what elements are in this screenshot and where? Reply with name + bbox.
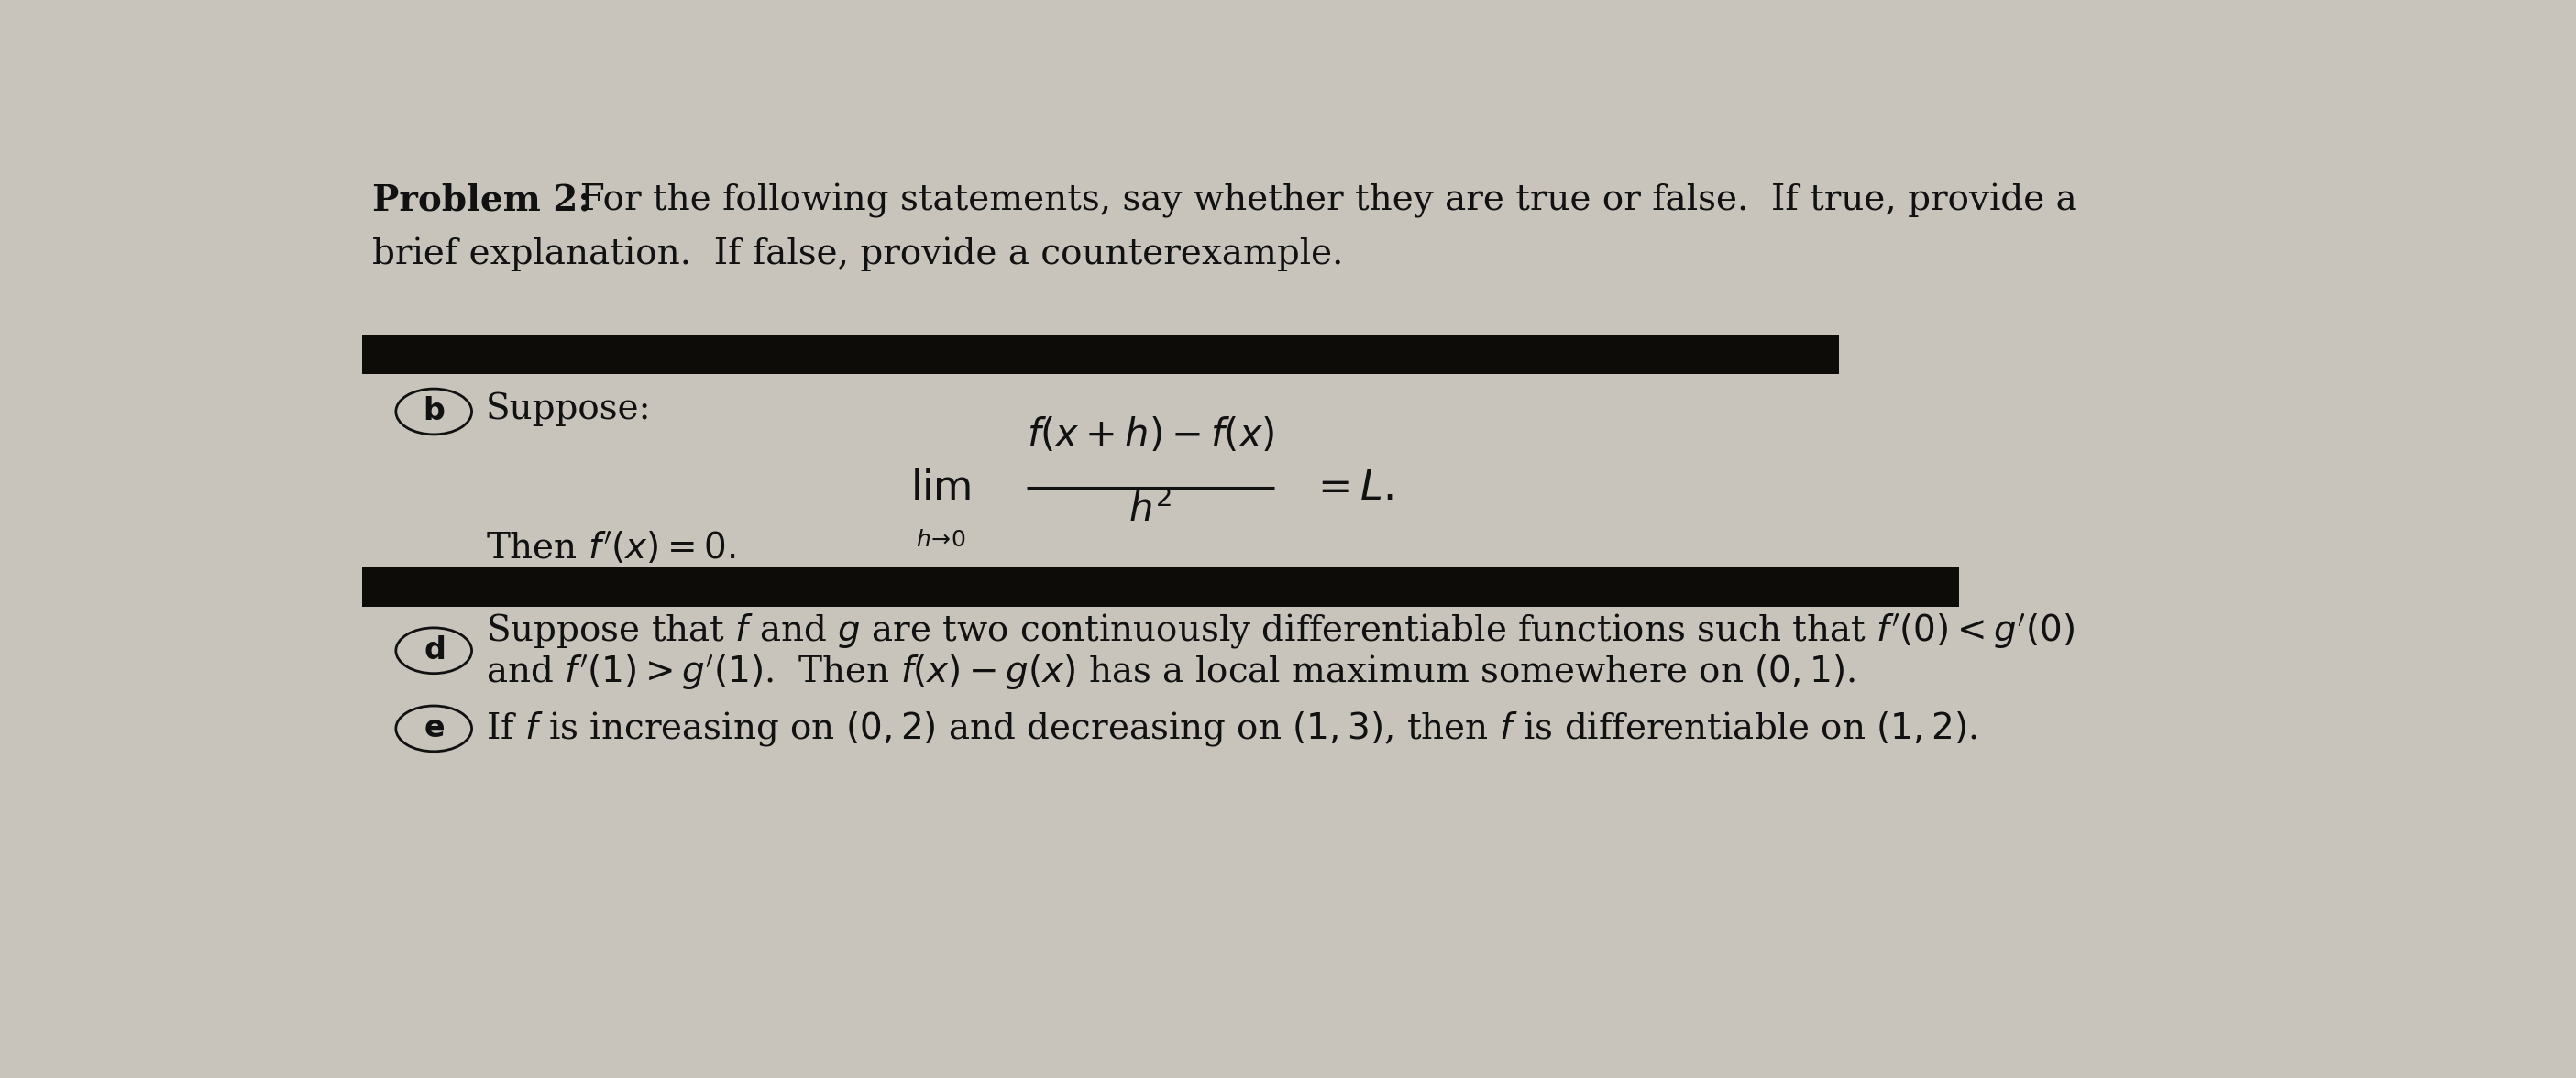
Text: For the following statements, say whether they are true or false.  If true, prov: For the following statements, say whethe… [556, 183, 2076, 218]
Text: Suppose:: Suppose: [487, 392, 652, 426]
Text: $h^2$: $h^2$ [1128, 492, 1172, 530]
Text: Then $f'(x) = 0.$: Then $f'(x) = 0.$ [487, 530, 737, 566]
Text: $h\!\to\!0$: $h\!\to\!0$ [917, 529, 966, 551]
FancyBboxPatch shape [361, 567, 1960, 607]
Text: and $f'(1) > g'(1)$.  Then $f(x) - g(x)$ has a local maximum somewhere on $(0,1): and $f'(1) > g'(1)$. Then $f(x) - g(x)$ … [487, 653, 1855, 692]
Text: brief explanation.  If false, provide a counterexample.: brief explanation. If false, provide a c… [371, 237, 1342, 272]
Text: $\mathbf{b}$: $\mathbf{b}$ [422, 397, 446, 426]
Text: $\mathbf{d}$: $\mathbf{d}$ [422, 636, 446, 665]
Text: Problem 2:: Problem 2: [371, 183, 590, 218]
Text: $f(x+h)-f(x)$: $f(x+h)-f(x)$ [1025, 416, 1275, 455]
Text: $= L.$: $= L.$ [1311, 468, 1394, 508]
Text: $\mathbf{e}$: $\mathbf{e}$ [422, 714, 443, 744]
Text: Suppose that $f$ and $g$ are two continuously differentiable functions such that: Suppose that $f$ and $g$ are two continu… [487, 612, 2074, 651]
Text: $\mathrm{lim}$: $\mathrm{lim}$ [909, 468, 971, 508]
Text: If $f$ is increasing on $(0,2)$ and decreasing on $(1,3)$, then $f$ is different: If $f$ is increasing on $(0,2)$ and decr… [487, 709, 1978, 748]
FancyBboxPatch shape [361, 334, 1839, 374]
